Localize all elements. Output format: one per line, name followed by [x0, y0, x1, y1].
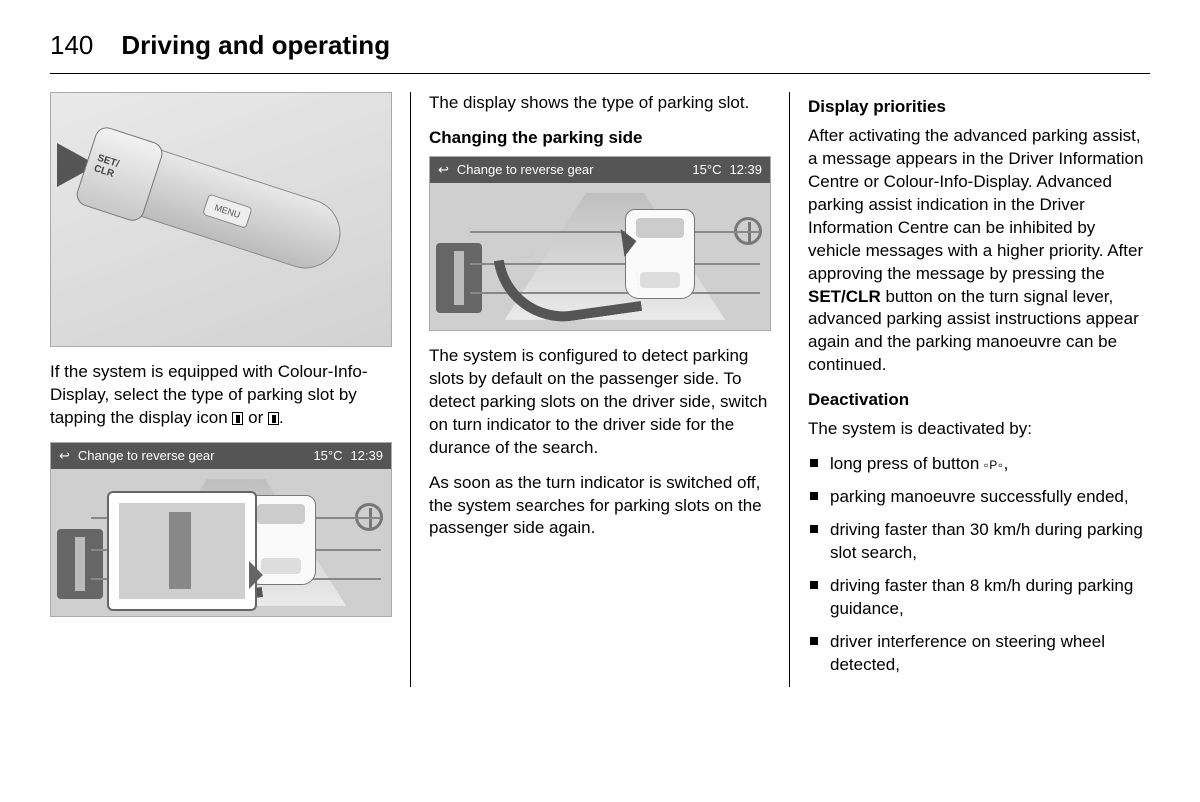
col3-heading-1: Display priorities	[808, 96, 1150, 119]
text: long press of button	[830, 454, 984, 473]
back-icon: ↩	[438, 162, 449, 178]
col2-paragraph-2: The system is configured to detect parki…	[429, 345, 771, 460]
list-item: driving faster than 8 km/h during parkin…	[808, 575, 1150, 621]
col2-paragraph-1: The display shows the type of parking sl…	[429, 92, 771, 115]
perpendicular-parking-icon	[268, 412, 279, 425]
chapter-title: Driving and operating	[121, 30, 390, 61]
list-item: long press of button ▫P▫,	[808, 453, 1150, 476]
slot-callout	[107, 491, 257, 611]
list-item: driver interference on steering wheel de…	[808, 631, 1150, 677]
text: After activating the advanced parking as…	[808, 126, 1143, 283]
display-time: 12:39	[729, 162, 762, 177]
page-header: 140 Driving and operating	[50, 30, 1150, 74]
figure-turn-signal-stalk: MENU	[50, 92, 392, 347]
back-icon: ↩	[59, 448, 70, 464]
col2-paragraph-3: As soon as the turn indicator is switche…	[429, 472, 771, 541]
list-item: parking manoeuvre successfully ended,	[808, 486, 1150, 509]
display-temp: 15°C	[313, 448, 342, 463]
col3-heading-2: Deactivation	[808, 389, 1150, 412]
parking-button-icon: ▫P▫	[984, 457, 1004, 473]
display-header-bar: ↩ Change to reverse gear 15°C 12:39	[430, 157, 770, 183]
col3-paragraph-1: After activating the advanced parking as…	[808, 125, 1150, 377]
display-header-bar: ↩ Change to reverse gear 15°C 12:39	[51, 443, 391, 469]
text: ,	[1004, 454, 1009, 473]
text: If the system is equipped with Colour-In…	[50, 362, 367, 427]
deactivation-list: long press of button ▫P▫, parking manoeu…	[808, 453, 1150, 677]
stalk-graphic: MENU	[81, 130, 350, 277]
list-item: driving faster than 30 km/h during parki…	[808, 519, 1150, 565]
col1-paragraph-1: If the system is equipped with Colour-In…	[50, 361, 392, 430]
col3-paragraph-2: The system is deactivated by:	[808, 418, 1150, 441]
col2-heading-1: Changing the parking side	[429, 127, 771, 150]
display-title: Change to reverse gear	[78, 448, 215, 463]
column-1: MENU If the system is equipped with Colo…	[50, 92, 410, 687]
column-3: Display priorities After activating the …	[789, 92, 1150, 687]
parallel-parking-icon	[232, 412, 243, 425]
stalk-menu-button: MENU	[202, 194, 253, 229]
content-columns: MENU If the system is equipped with Colo…	[50, 92, 1150, 687]
display-title: Change to reverse gear	[457, 162, 594, 177]
stalk-set-clr-tip	[74, 124, 166, 224]
display-time: 12:39	[350, 448, 383, 463]
column-2: The display shows the type of parking sl…	[410, 92, 789, 687]
set-clr-label: SET/CLR	[808, 287, 881, 306]
display-temp: 15°C	[692, 162, 721, 177]
figure-display-change-side: ↩ Change to reverse gear 15°C 12:39	[429, 156, 771, 331]
text: .	[279, 408, 284, 427]
page-number: 140	[50, 30, 93, 61]
figure-display-slot-type: ↩ Change to reverse gear 15°C 12:39	[50, 442, 392, 617]
text: or	[243, 408, 268, 427]
